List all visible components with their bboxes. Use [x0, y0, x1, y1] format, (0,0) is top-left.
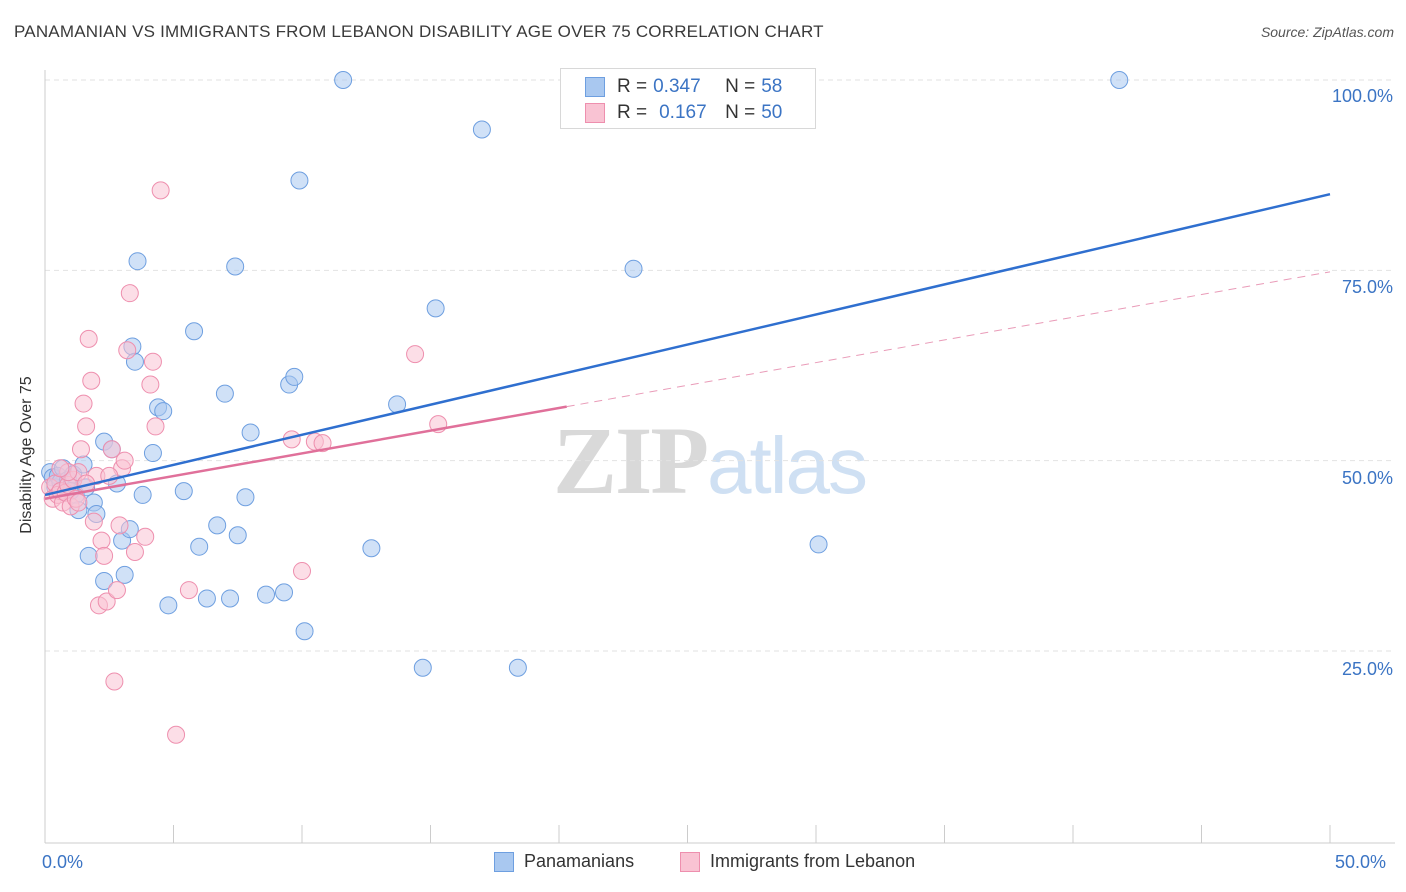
point-lebanon-31: [141, 375, 160, 394]
legend-swatch-blue: [585, 77, 605, 97]
point-lebanon-13: [74, 394, 93, 413]
point-lebanon-43: [313, 434, 332, 453]
point-panamanians-31: [159, 596, 178, 615]
point-lebanon-29: [125, 543, 144, 562]
legend-swatch-pink: [585, 103, 605, 123]
point-panamanians-39: [226, 257, 245, 276]
point-lebanon-38: [69, 493, 88, 512]
point-panamanians-44: [275, 583, 294, 602]
x-tick-label-max: 50.0%: [1335, 852, 1387, 872]
point-panamanians-46: [285, 367, 304, 386]
point-lebanon-21: [97, 592, 116, 611]
point-panamanians-32: [174, 482, 193, 501]
point-panamanians-28: [143, 444, 162, 463]
point-lebanon-23: [105, 672, 124, 691]
point-panamanians-41: [236, 488, 255, 507]
legend-n-value: 58: [761, 76, 783, 97]
point-lebanon-34: [151, 181, 170, 200]
y-tick-label-25: 25.0%: [1341, 659, 1393, 679]
point-lebanon-37: [84, 512, 103, 531]
point-panamanians-56: [624, 259, 643, 278]
point-lebanon-19: [92, 531, 111, 550]
point-panamanians-43: [257, 585, 276, 604]
point-panamanians-47: [290, 171, 309, 190]
point-lebanon-14: [77, 417, 96, 436]
point-panamanians-54: [472, 120, 491, 139]
point-lebanon-41: [293, 562, 311, 581]
point-panamanians-33: [185, 322, 204, 341]
trend-line-panamanians: [44, 192, 1331, 497]
y-axis-label: Disability Age Over 75: [18, 376, 35, 534]
point-lebanon-44: [406, 345, 425, 364]
point-lebanon-20: [95, 546, 114, 565]
chart-title: PANAMANIAN VS IMMIGRANTS FROM LEBANON DI…: [14, 22, 824, 41]
legend-r-value: 0.347: [653, 76, 701, 97]
y-tick-label-50: 50.0%: [1341, 468, 1393, 488]
point-panamanians-53: [426, 299, 445, 318]
y-tick-label-75: 75.0%: [1341, 277, 1393, 297]
point-panamanians-37: [215, 384, 234, 403]
point-panamanians-42: [241, 423, 260, 442]
point-lebanon-46: [110, 516, 129, 535]
point-lebanon-16: [82, 371, 101, 390]
point-lebanon-36: [179, 581, 198, 600]
point-panamanians-30: [154, 402, 173, 421]
point-lebanon-15: [79, 329, 98, 348]
point-panamanians-40: [228, 526, 247, 545]
point-panamanians-14: [79, 546, 98, 565]
trend-line-lebanon-extension: [566, 271, 1331, 408]
series-legend: Panamanians Immigrants from Lebanon: [0, 851, 1406, 877]
point-panamanians-36: [208, 516, 227, 535]
legend-row-panamanians: R = 0.347 N = 58: [585, 75, 782, 99]
point-panamanians-17: [95, 571, 114, 590]
legend-swatch-pink: [680, 851, 700, 872]
correlation-legend: R = 0.347 N = 58 R = 0.167 N = 50: [560, 68, 816, 129]
source-credit: Source: ZipAtlas.com: [1260, 24, 1394, 40]
legend-swatch-blue: [494, 851, 514, 872]
y-tick-label-100: 100.0%: [1331, 86, 1393, 106]
legend-r-value: 0.167: [659, 102, 707, 123]
point-lebanon-49: [51, 459, 70, 478]
point-panamanians-57: [809, 535, 828, 554]
point-panamanians-50: [362, 539, 381, 558]
point-lebanon-27: [118, 341, 137, 360]
legend-n-value: 50: [761, 102, 783, 123]
legend-item-lebanon: Immigrants from Lebanon: [680, 851, 915, 872]
trend-line-lebanon: [44, 405, 567, 500]
point-panamanians-52: [413, 658, 432, 677]
point-lebanon-33: [146, 417, 165, 436]
point-lebanon-28: [120, 284, 139, 303]
point-lebanon-35: [167, 725, 186, 744]
point-panamanians-55: [508, 658, 527, 677]
point-lebanon-22: [102, 440, 121, 459]
point-lebanon-26: [115, 451, 134, 470]
legend-item-panamanians: Panamanians: [494, 851, 634, 872]
point-panamanians-26: [133, 485, 152, 504]
point-panamanians-22: [115, 565, 134, 584]
point-panamanians-35: [197, 589, 216, 608]
point-lebanon-12: [71, 440, 90, 459]
point-panamanians-49: [334, 71, 353, 89]
legend-row-lebanon: R = 0.167 N = 50: [585, 101, 782, 125]
point-panamanians-48: [295, 622, 314, 641]
point-lebanon-24: [107, 581, 126, 600]
point-panamanians-58: [1110, 71, 1129, 89]
point-panamanians-38: [221, 589, 240, 608]
point-lebanon-30: [136, 527, 155, 546]
x-tick-label-min: 0.0%: [42, 852, 84, 872]
point-lebanon-32: [143, 352, 162, 371]
point-panamanians-34: [190, 537, 209, 556]
point-panamanians-27: [128, 252, 147, 271]
